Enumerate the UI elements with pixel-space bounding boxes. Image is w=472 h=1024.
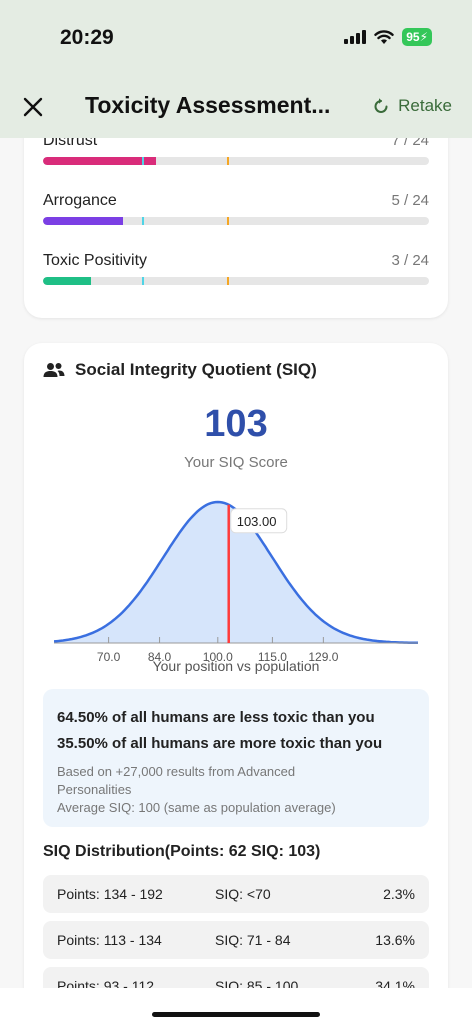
source-note-cont: Personalities bbox=[57, 782, 132, 797]
trait-label: Distrust bbox=[43, 138, 98, 149]
page-title: Toxicity Assessment... bbox=[85, 92, 331, 118]
siq-score-label: Your SIQ Score bbox=[184, 454, 288, 471]
score-marker-label: 103.00 bbox=[237, 514, 277, 529]
curve-area bbox=[54, 502, 418, 643]
x-tick-label: 129.0 bbox=[308, 650, 338, 664]
results-scroll-area[interactable]: Distrust 7 / 24 Arrogance 5 / 24 Toxic P… bbox=[0, 138, 472, 988]
close-icon bbox=[23, 97, 43, 117]
x-tick-label: 115.0 bbox=[258, 650, 287, 664]
people-icon bbox=[43, 363, 65, 377]
retake-label: Retake bbox=[398, 96, 452, 115]
siq-range: SIQ: <70 bbox=[215, 886, 271, 902]
refresh-icon bbox=[374, 98, 388, 113]
source-note: Based on +27,000 results from Advanced bbox=[57, 764, 296, 779]
siq-header: Social Integrity Quotient (SIQ) bbox=[43, 360, 317, 380]
app-bar: Toxicity Assessment... Retake bbox=[0, 80, 472, 138]
siq-card: Social Integrity Quotient (SIQ) 103 Your… bbox=[24, 343, 448, 988]
chart-caption: Your position vs population bbox=[152, 658, 320, 674]
charging-bolt-icon: ⚡ bbox=[419, 30, 428, 44]
home-indicator[interactable] bbox=[152, 1012, 320, 1017]
more-toxic-text: 35.50% of all humans are more toxic than… bbox=[57, 735, 383, 752]
siq-range: SIQ: 85 - 100 bbox=[215, 978, 299, 988]
percentage: 13.6% bbox=[375, 932, 415, 948]
siq-range: SIQ: 71 - 84 bbox=[215, 932, 291, 948]
trait-scores-card: Distrust 7 / 24 Arrogance 5 / 24 Toxic P… bbox=[24, 138, 448, 318]
points-range: Points: 134 - 192 bbox=[57, 886, 163, 902]
x-axis-ticks: 70.0 84.0 100.0 115.0 129.0 bbox=[97, 637, 339, 664]
battery-level: 95 bbox=[406, 30, 420, 44]
average-note: Average SIQ: 100 (same as population ave… bbox=[57, 800, 336, 815]
siq-distribution-chart: 70.0 84.0 100.0 115.0 129.0 103.00 bbox=[54, 500, 418, 664]
less-toxic-text: 64.50% of all humans are less toxic than… bbox=[57, 709, 375, 726]
trait-track bbox=[43, 277, 429, 285]
trait-fill bbox=[43, 277, 92, 285]
status-icons: 95⚡ bbox=[344, 28, 432, 46]
average-marker bbox=[142, 157, 144, 165]
trait-fill bbox=[43, 217, 124, 225]
percentage: 34.1% bbox=[375, 978, 415, 988]
trait-fill bbox=[43, 157, 156, 165]
trait-count: 5 / 24 bbox=[391, 192, 429, 209]
x-tick-label: 100.0 bbox=[203, 650, 233, 664]
x-tick-label: 84.0 bbox=[148, 650, 172, 664]
home-indicator-area bbox=[0, 988, 472, 1024]
average-marker bbox=[142, 217, 144, 225]
threshold-marker bbox=[227, 217, 229, 225]
threshold-marker bbox=[227, 157, 229, 165]
distribution-title: SIQ Distribution(Points: 62 SIQ: 103) bbox=[43, 843, 321, 860]
trait-track bbox=[43, 217, 429, 225]
status-time: 20:29 bbox=[60, 26, 114, 49]
trait-track bbox=[43, 157, 429, 165]
trait-label: Toxic Positivity bbox=[43, 252, 148, 269]
close-button[interactable] bbox=[20, 94, 46, 120]
average-marker bbox=[142, 277, 144, 285]
threshold-marker bbox=[227, 277, 229, 285]
battery-indicator: 95⚡ bbox=[402, 28, 432, 46]
score-marker-tooltip: 103.00 bbox=[230, 508, 288, 534]
status-bar: 20:29 95⚡ bbox=[0, 0, 472, 80]
siq-score: 103 bbox=[204, 403, 268, 445]
x-tick-label: 70.0 bbox=[97, 650, 121, 664]
distribution-row: Points: 93 - 112 SIQ: 85 - 100 34.1% bbox=[43, 967, 429, 988]
trait-label: Arrogance bbox=[43, 192, 117, 209]
distribution-row: Points: 113 - 134 SIQ: 71 - 84 13.6% bbox=[43, 921, 429, 959]
percentage: 2.3% bbox=[383, 886, 415, 902]
trait-count: 3 / 24 bbox=[391, 252, 429, 269]
cellular-signal-icon bbox=[344, 30, 367, 44]
wifi-icon bbox=[374, 29, 394, 44]
distribution-row: Points: 134 - 192 SIQ: <70 2.3% bbox=[43, 875, 429, 913]
points-range: Points: 113 - 134 bbox=[57, 932, 162, 948]
retake-button[interactable]: Retake bbox=[372, 96, 452, 116]
points-range: Points: 93 - 112 bbox=[57, 978, 155, 988]
percentile-info-box: 64.50% of all humans are less toxic than… bbox=[43, 689, 429, 827]
trait-count: 7 / 24 bbox=[391, 138, 429, 149]
siq-title: Social Integrity Quotient (SIQ) bbox=[75, 360, 317, 379]
